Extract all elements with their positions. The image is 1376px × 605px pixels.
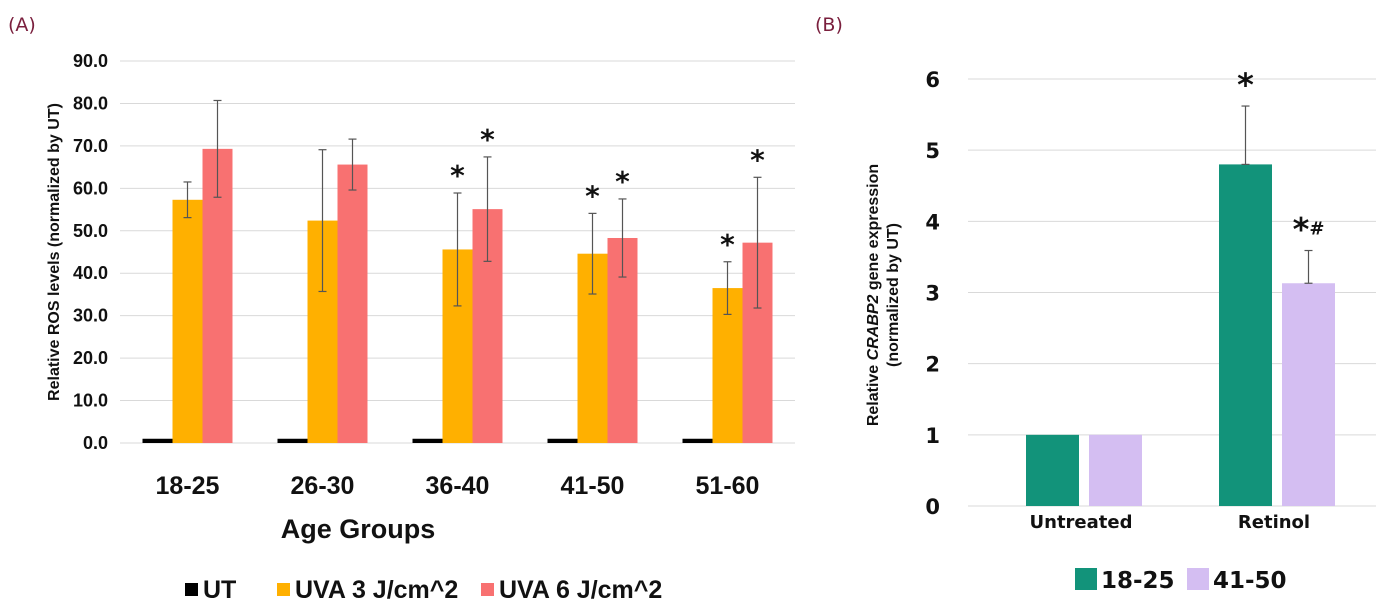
significance-mark: * [615,165,630,198]
y-tick-label: 90.0 [73,51,108,71]
bar-uva-6-j-cm-2 [337,164,368,443]
significance-mark: * [720,228,735,261]
significance-mark: * [450,159,465,192]
y-tick-label: 2 [925,353,940,377]
bar-uva-3-j-cm-2 [172,199,203,443]
bar-ut [412,438,443,443]
legend-label: 41-50 [1213,568,1287,594]
bar-41-50 [1089,434,1142,506]
x-category-label: 41-50 [561,472,625,500]
panel-a-label: (A) [8,14,36,36]
y-tick-label: 40.0 [73,263,108,283]
legend-swatch [277,583,290,596]
bar-ut [547,438,578,443]
y-tick-label: 0 [925,495,940,519]
x-axis-title: Age Groups [281,514,436,544]
y-tick-label: 5 [925,139,940,163]
y-tick-label: 3 [925,282,940,306]
y-axis-title: Relative CRABP2 gene expression [865,164,882,426]
x-category-label: 26-30 [291,472,355,500]
y-tick-label: 50.0 [73,221,108,241]
y-tick-label: 10.0 [73,391,108,411]
y-tick-label: 4 [925,210,940,234]
bar-18-25 [1026,434,1079,506]
y-tick-label: 1 [925,424,940,448]
bar-41-50 [1282,283,1335,506]
legend-swatch [185,583,198,596]
x-category-label: 18-25 [156,472,220,500]
x-category-label: Retinol [1238,512,1310,533]
bar-ut [142,438,173,443]
legend-swatch [481,583,494,596]
legend-label: UVA 3 J/cm^2 [295,576,458,604]
ros-bar-chart: 0.0 10.0 20.0 30.0 40.0 50.0 60.0 70.0 80.0 90.0 1… [46,51,795,604]
significance-mark: * [1237,66,1254,104]
legend-label: UVA 6 J/cm^2 [499,576,662,604]
panel-b-label: (B) [815,14,843,36]
y-tick-label: 20.0 [73,348,108,368]
y-axis-title: Relative ROS levels (normalized by UT) [46,103,63,401]
y-tick-label: 60.0 [73,178,108,198]
bar-uva-6-j-cm-2 [202,148,233,444]
legend-swatch [1187,568,1209,590]
y-tick-label: 70.0 [73,136,108,156]
y-tick-label: 6 [925,68,940,92]
significance-mark: * [480,123,495,156]
significance-mark: * [750,143,765,176]
significance-mark: *# [1293,211,1325,249]
y-axis-title-line2: (normalized by UT) [885,223,902,367]
y-tick-label: 30.0 [73,306,108,326]
x-category-label: Untreated [1030,512,1133,533]
legend-label: UT [203,576,236,604]
legend-label: 18-25 [1101,568,1175,594]
bar-18-25 [1219,164,1272,506]
x-category-label: 36-40 [426,472,490,500]
bar-ut [682,438,713,443]
y-tick-label: 80.0 [73,93,108,113]
x-category-label: 51-60 [696,472,760,500]
legend-swatch [1075,568,1097,590]
bar-ut [277,438,308,443]
significance-mark: * [585,179,600,212]
y-tick-label: 0.0 [83,433,108,453]
